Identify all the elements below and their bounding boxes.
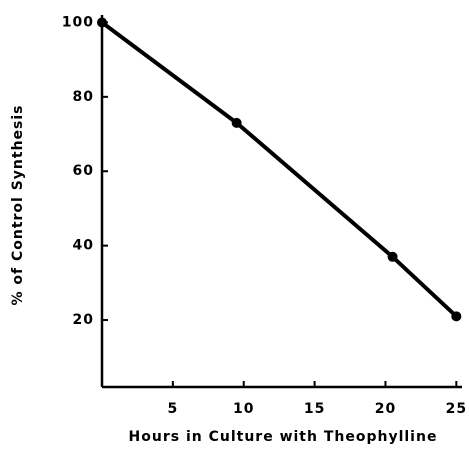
y-axis-label: % of Control Synthesis xyxy=(10,104,26,305)
data-point xyxy=(97,17,107,28)
x-tick-label: 15 xyxy=(304,401,325,417)
x-tick-label: 10 xyxy=(233,401,254,417)
data-point xyxy=(231,117,242,128)
x-tick-label: 5 xyxy=(167,401,178,417)
y-tick-label: 60 xyxy=(73,163,94,179)
x-tick-label: 25 xyxy=(446,401,467,417)
y-tick-label: 80 xyxy=(73,89,94,105)
data-point xyxy=(387,251,398,262)
y-tick-label: 20 xyxy=(73,312,94,328)
data-line xyxy=(100,20,458,318)
x-tick-label: 20 xyxy=(375,401,396,417)
data-point xyxy=(451,311,462,322)
y-tick-label: 100 xyxy=(62,14,94,30)
x-axis-label: Hours in Culture with Theophylline xyxy=(129,429,438,445)
y-tick-label: 40 xyxy=(73,238,94,254)
